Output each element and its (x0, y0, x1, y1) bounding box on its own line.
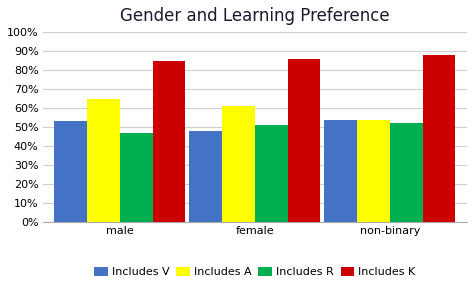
Bar (255, 125, 288, 222)
Bar (189, 131, 222, 222)
Bar (423, 55, 456, 222)
Bar (153, 61, 185, 222)
Bar (357, 120, 390, 222)
Legend: Includes V, Includes A, Includes R, Includes K: Includes V, Includes A, Includes R, Incl… (90, 262, 420, 282)
Bar (87, 99, 120, 222)
Bar (288, 59, 320, 222)
Bar (390, 123, 423, 222)
Bar (120, 133, 153, 222)
Bar (324, 120, 357, 222)
Title: Gender and Learning Preference: Gender and Learning Preference (120, 7, 390, 25)
Bar (222, 106, 255, 222)
Bar (55, 121, 87, 222)
